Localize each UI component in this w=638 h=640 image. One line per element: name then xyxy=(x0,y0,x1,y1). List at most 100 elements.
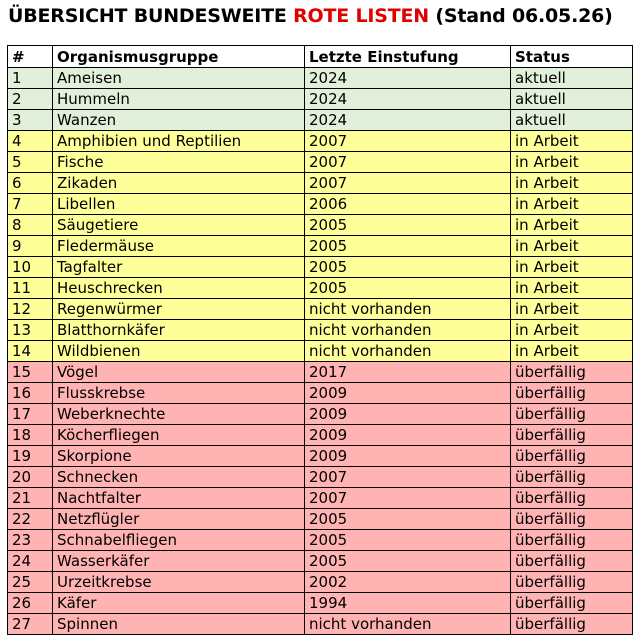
table-cell: 24 xyxy=(7,550,53,572)
table-cell: 7 xyxy=(7,193,53,215)
table-cell: 2009 xyxy=(304,403,511,425)
table-cell: überfällig xyxy=(510,424,633,446)
table-cell: 2 xyxy=(7,88,53,110)
table-cell: Wanzen xyxy=(52,109,305,131)
table-cell: in Arbeit xyxy=(510,340,633,362)
table-row: 8 Säugetiere 2005 in Arbeit xyxy=(7,214,633,236)
table-cell: Flusskrebse xyxy=(52,382,305,404)
table-cell: 20 xyxy=(7,466,53,488)
table-row: 22 Netzflügler 2005 überfällig xyxy=(7,508,633,530)
table-cell: aktuell xyxy=(510,109,633,131)
table-cell: 2005 xyxy=(304,550,511,572)
table-cell: Köcherfliegen xyxy=(52,424,305,446)
table-cell: überfällig xyxy=(510,445,633,467)
table-cell: 2024 xyxy=(304,67,511,89)
table-cell: überfällig xyxy=(510,403,633,425)
table-cell: Fledermäuse xyxy=(52,235,305,257)
table-cell: 9 xyxy=(7,235,53,257)
table-cell: 16 xyxy=(7,382,53,404)
table-cell: 22 xyxy=(7,508,53,530)
table-cell: Schnecken xyxy=(52,466,305,488)
table-row: 12 Regenwürmer nicht vorhanden in Arbeit xyxy=(7,298,633,320)
table-row: 7 Libellen 2006 in Arbeit xyxy=(7,193,633,215)
table-cell: in Arbeit xyxy=(510,214,633,236)
table-cell: 2005 xyxy=(304,235,511,257)
table-cell: überfällig xyxy=(510,508,633,530)
table-cell: 13 xyxy=(7,319,53,341)
table-row: 3 Wanzen 2024 aktuell xyxy=(7,109,633,131)
table-cell: 19 xyxy=(7,445,53,467)
table-cell: in Arbeit xyxy=(510,172,633,194)
table-row: 6 Zikaden 2007 in Arbeit xyxy=(7,172,633,194)
status-table: # Organismusgruppe Letzte Einstufung Status… xyxy=(7,45,633,635)
table-cell: 11 xyxy=(7,277,53,299)
table-cell: 2007 xyxy=(304,487,511,509)
table-cell: 17 xyxy=(7,403,53,425)
table-cell: überfällig xyxy=(510,592,633,614)
column-header: Letzte Einstufung xyxy=(304,45,511,68)
table-cell: Blatthornkäfer xyxy=(52,319,305,341)
table-body: 1 Ameisen 2024 aktuell 2 Hummeln 2024 aktuell 3 W… xyxy=(7,67,633,635)
table-cell: 2017 xyxy=(304,361,511,383)
table-cell: Wildbienen xyxy=(52,340,305,362)
table-cell: 2024 xyxy=(304,109,511,131)
table-cell: überfällig xyxy=(510,529,633,551)
table-cell: 18 xyxy=(7,424,53,446)
table-cell: überfällig xyxy=(510,466,633,488)
table-cell: Ameisen xyxy=(52,67,305,89)
table-cell: Hummeln xyxy=(52,88,305,110)
table-row: 14 Wildbienen nicht vorhanden in Arbeit xyxy=(7,340,633,362)
table-cell: 27 xyxy=(7,613,53,635)
table-cell: 2005 xyxy=(304,529,511,551)
table-row: 2 Hummeln 2024 aktuell xyxy=(7,88,633,110)
table-cell: in Arbeit xyxy=(510,151,633,173)
table-cell: Heuschrecken xyxy=(52,277,305,299)
table-cell: aktuell xyxy=(510,88,633,110)
table-cell: in Arbeit xyxy=(510,298,633,320)
table-row: 11 Heuschrecken 2005 in Arbeit xyxy=(7,277,633,299)
table-row: 21 Nachtfalter 2007 überfällig xyxy=(7,487,633,509)
table-cell: 2002 xyxy=(304,571,511,593)
table-cell: 1 xyxy=(7,67,53,89)
table-row: 19 Skorpione 2009 überfällig xyxy=(7,445,633,467)
table-cell: 2006 xyxy=(304,193,511,215)
table-cell: Schnabelfliegen xyxy=(52,529,305,551)
table-cell: 1994 xyxy=(304,592,511,614)
table-row: 15 Vögel 2017 überfällig xyxy=(7,361,633,383)
table-row: 17 Weberknechte 2009 überfällig xyxy=(7,403,633,425)
table-cell: Zikaden xyxy=(52,172,305,194)
table-cell: 2005 xyxy=(304,277,511,299)
table-cell: 15 xyxy=(7,361,53,383)
table-row: 13 Blatthornkäfer nicht vorhanden in Arbeit xyxy=(7,319,633,341)
table-cell: nicht vorhanden xyxy=(304,340,511,362)
table-cell: aktuell xyxy=(510,67,633,89)
table-cell: in Arbeit xyxy=(510,193,633,215)
column-header: Organismusgruppe xyxy=(52,45,305,68)
table-cell: 4 xyxy=(7,130,53,152)
table-cell: 2007 xyxy=(304,151,511,173)
table-cell: nicht vorhanden xyxy=(304,319,511,341)
table-cell: 2007 xyxy=(304,130,511,152)
table-cell: überfällig xyxy=(510,361,633,383)
table-cell: Urzeitkrebse xyxy=(52,571,305,593)
table-row: 27 Spinnen nicht vorhanden überfällig xyxy=(7,613,633,635)
table-cell: 2024 xyxy=(304,88,511,110)
table-row: 25 Urzeitkrebse 2002 überfällig xyxy=(7,571,633,593)
table-cell: in Arbeit xyxy=(510,319,633,341)
table-cell: Spinnen xyxy=(52,613,305,635)
table-cell: Säugetiere xyxy=(52,214,305,236)
table-cell: 2009 xyxy=(304,445,511,467)
table-cell: Tagfalter xyxy=(52,256,305,278)
table-cell: Skorpione xyxy=(52,445,305,467)
table-cell: in Arbeit xyxy=(510,256,633,278)
table-cell: 3 xyxy=(7,109,53,131)
table-row: 24 Wasserkäfer 2005 überfällig xyxy=(7,550,633,572)
table-cell: 23 xyxy=(7,529,53,551)
table-cell: überfällig xyxy=(510,613,633,635)
table-cell: Netzflügler xyxy=(52,508,305,530)
table-row: 10 Tagfalter 2005 in Arbeit xyxy=(7,256,633,278)
table-cell: 26 xyxy=(7,592,53,614)
table-row: 16 Flusskrebse 2009 überfällig xyxy=(7,382,633,404)
title: ÜBERSICHT BUNDESWEITE ROTE LISTEN (Stand… xyxy=(8,5,613,27)
